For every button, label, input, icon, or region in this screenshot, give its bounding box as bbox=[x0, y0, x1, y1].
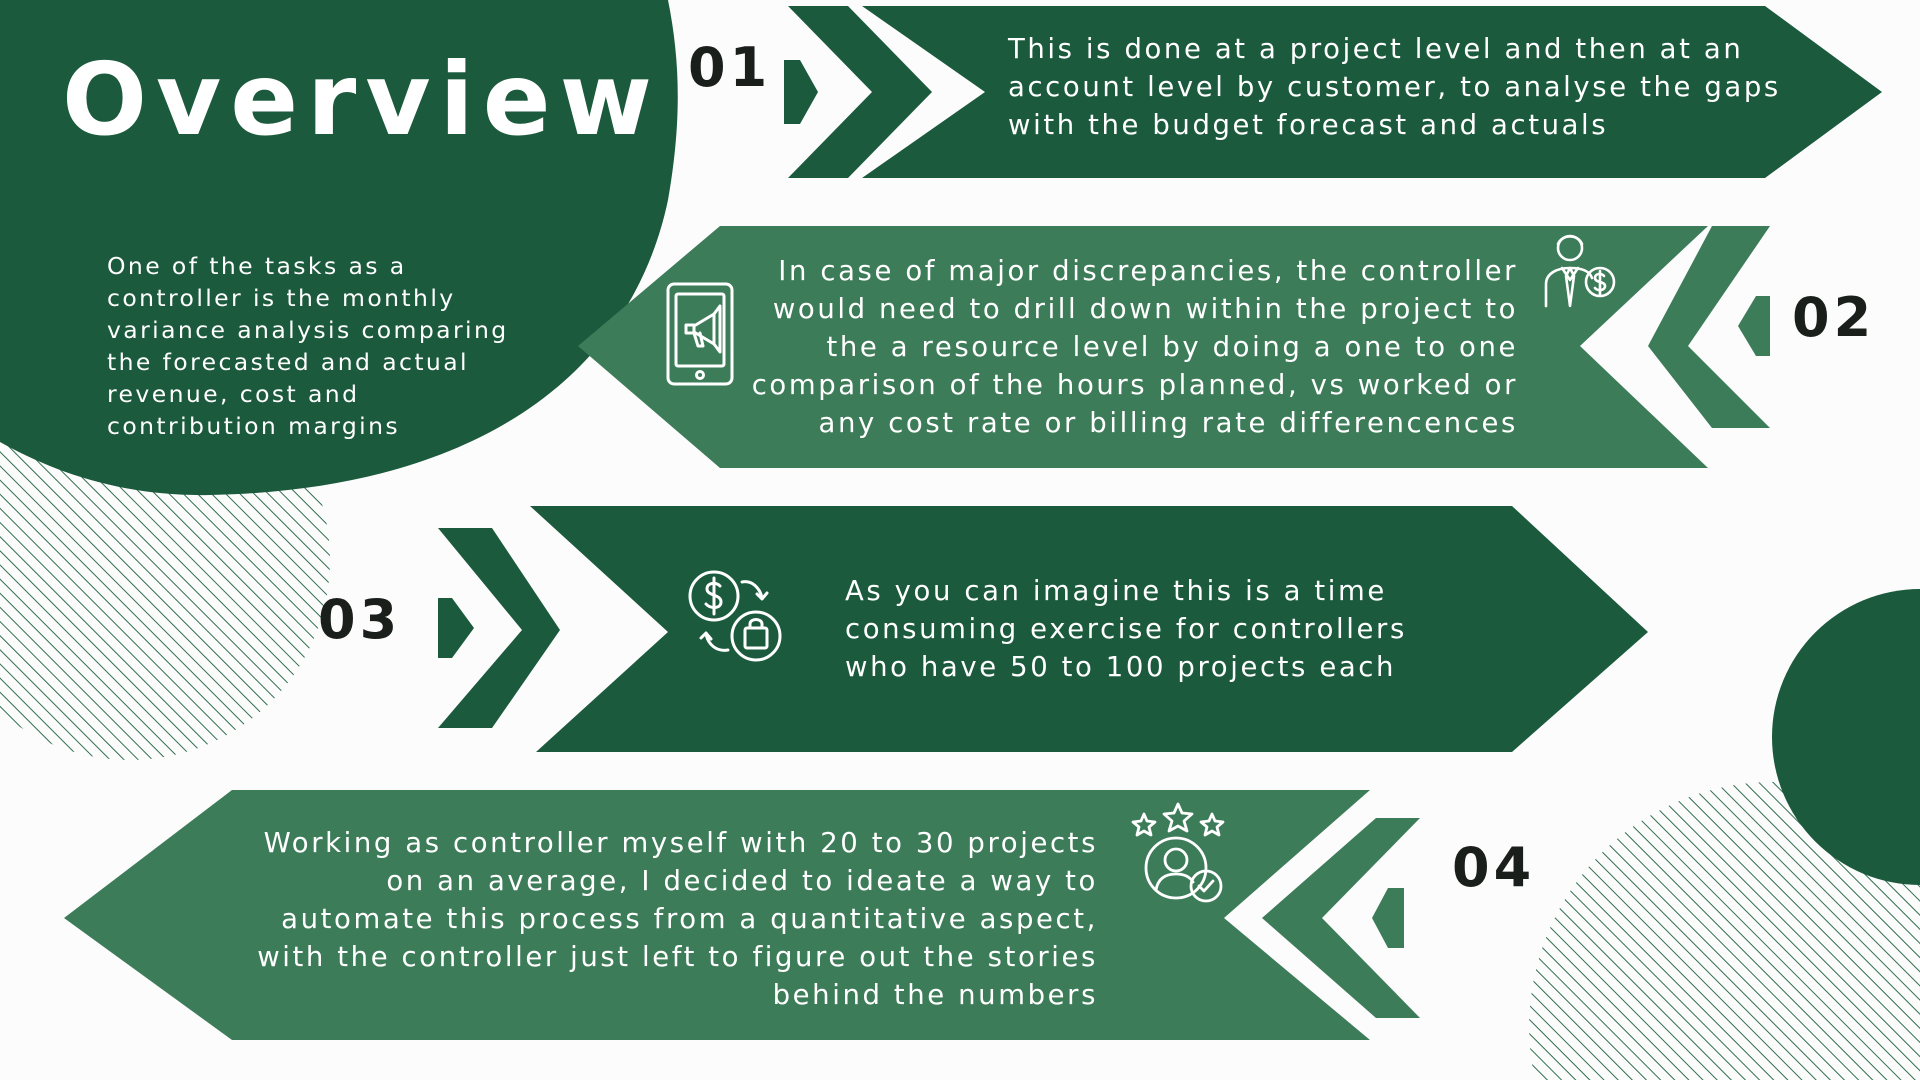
step-number-04: 04 bbox=[1452, 836, 1536, 899]
user-rating-check-icon bbox=[1131, 802, 1225, 903]
right-circle bbox=[1772, 589, 1920, 885]
chevron-04-outer bbox=[1262, 818, 1420, 1018]
chevron-03-outer bbox=[438, 528, 560, 728]
title-circle bbox=[0, 0, 678, 496]
banner-03 bbox=[530, 506, 1648, 752]
intro-text: One of the tasks as a controller is the … bbox=[107, 252, 509, 440]
banner-01 bbox=[862, 6, 1882, 178]
step-03-line: consuming exercise for controllers bbox=[845, 613, 1407, 645]
dollar-bag-exchange-icon bbox=[688, 570, 782, 662]
banner-02 bbox=[578, 226, 1708, 468]
step-01-line: This is done at a project level and then… bbox=[1008, 33, 1744, 65]
step-01-line: account level by customer, to analyse th… bbox=[1008, 71, 1781, 103]
step-02-line: would need to drill down within the proj… bbox=[772, 293, 1518, 325]
step-text-02: In case of major discrepancies, the cont… bbox=[752, 252, 1518, 442]
step-02-line: any cost rate or billing rate difference… bbox=[818, 407, 1518, 439]
chevron-02-outer bbox=[1648, 226, 1770, 428]
chevron-03-inner bbox=[438, 598, 474, 658]
step-04-line: Working as controller myself with 20 to … bbox=[263, 827, 1098, 859]
chevron-01-inner bbox=[784, 60, 818, 124]
step-04-line: behind the numbers bbox=[772, 979, 1098, 1011]
step-text-01: This is done at a project level and then… bbox=[1008, 30, 1781, 144]
phone-megaphone-icon bbox=[666, 282, 734, 386]
step-04-line: automate this process from a quantitativ… bbox=[281, 903, 1098, 935]
chevron-02-inner bbox=[1738, 296, 1770, 356]
chevron-04-inner bbox=[1372, 888, 1404, 948]
step-text-04: Working as controller myself with 20 to … bbox=[257, 824, 1098, 1014]
step-03-line: who have 50 to 100 projects each bbox=[845, 651, 1397, 683]
step-number-01: 01 bbox=[688, 36, 772, 99]
step-02-line: In case of major discrepancies, the cont… bbox=[778, 255, 1518, 287]
step-04-line: with the controller just left to figure … bbox=[257, 941, 1098, 973]
step-02-line: comparison of the hours planned, vs work… bbox=[751, 369, 1518, 401]
step-number-02: 02 bbox=[1792, 286, 1876, 349]
hatched-circle-right bbox=[1529, 781, 1920, 1080]
step-04-line: on an average, I decided to ideate a way… bbox=[386, 865, 1098, 897]
page-title: Overview bbox=[62, 41, 662, 158]
step-02-line: the a resource level by doing a one to o… bbox=[826, 331, 1518, 363]
step-03-line: As you can imagine this is a time bbox=[845, 575, 1387, 607]
chevron-01-outer bbox=[788, 6, 932, 178]
businessman-dollar-icon bbox=[1544, 234, 1616, 308]
banner-04 bbox=[64, 790, 1370, 1040]
step-number-03: 03 bbox=[318, 588, 402, 651]
step-01-line: with the budget forecast and actuals bbox=[1008, 109, 1609, 141]
step-text-03: As you can imagine this is a time consum… bbox=[845, 572, 1407, 686]
